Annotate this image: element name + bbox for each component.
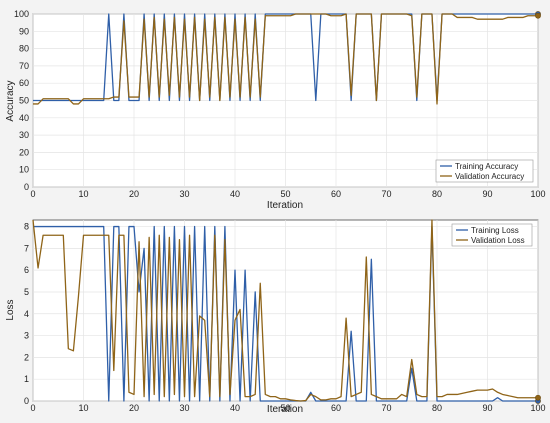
accuracy-y-tick-label: 90: [19, 26, 29, 36]
accuracy-chart: 0 10 20 30 40 50 60 70 80 90 100 0 10 20 30 40 50 60 70 80 9…: [5, 9, 546, 211]
accuracy-x-axis-label: Iteration: [267, 200, 303, 211]
loss-chart-panel: 0 10 20 30 40 50 60 70 80 90 100 0 1 2 3 4 5 6 7 8 Loss Ite…: [0, 212, 550, 423]
accuracy-y-tick-label: 40: [19, 113, 29, 123]
loss-y-tick-label: 7: [24, 243, 29, 253]
loss-x-tick-label: 60: [331, 403, 341, 413]
accuracy-y-tick-label: 70: [19, 61, 29, 71]
loss-x-tick-label: 100: [530, 403, 545, 413]
loss-x-tick-label: 20: [129, 403, 139, 413]
loss-y-tick-label: 5: [24, 287, 29, 297]
accuracy-y-tick-label: 0: [24, 182, 29, 192]
loss-x-axis-label: Iteration: [267, 404, 303, 415]
legend-label-training-accuracy: Training Accuracy: [455, 162, 518, 171]
loss-y-tick-label: 8: [24, 222, 29, 232]
accuracy-x-tick-label: 0: [30, 189, 35, 199]
loss-legend: Training Loss Validation Loss: [451, 223, 533, 247]
loss-lines: [32, 219, 541, 404]
loss-y-tick-label: 1: [24, 374, 29, 384]
accuracy-x-tick-label: 40: [230, 189, 240, 199]
loss-y-tick-label: 4: [24, 309, 29, 319]
loss-series-line-training: [33, 225, 538, 402]
accuracy-legend: Training Accuracy Validation Accuracy: [435, 159, 534, 183]
loss-x-tick-label: 90: [482, 403, 492, 413]
accuracy-x-tick-label: 70: [381, 189, 391, 199]
legend-label-validation-loss: Validation Loss: [471, 236, 525, 245]
loss-y-tick-label: 6: [24, 265, 29, 275]
accuracy-x-tick-label: 90: [482, 189, 492, 199]
accuracy-series-line-training: [33, 13, 538, 102]
accuracy-x-tick-label: 10: [78, 189, 88, 199]
accuracy-ticks: 0 10 20 30 40 50 60 70 80 90 100 0 10 20 30 40 50 60 70 80 9…: [14, 9, 546, 199]
loss-x-tick-label: 30: [179, 403, 189, 413]
loss-y-tick-label: 0: [24, 396, 29, 406]
loss-x-tick-label: 70: [381, 403, 391, 413]
accuracy-lines: [33, 11, 541, 105]
loss-y-tick-label: 3: [24, 331, 29, 341]
accuracy-series-endpoint-marker: [535, 12, 541, 19]
accuracy-y-tick-label: 10: [19, 165, 29, 175]
loss-x-tick-label: 40: [230, 403, 240, 413]
loss-chart: 0 10 20 30 40 50 60 70 80 90 100 0 1 2 3 4 5 6 7 8 Loss Ite…: [5, 219, 546, 415]
legend-label-training-loss: Training Loss: [471, 226, 519, 235]
accuracy-x-tick-label: 50: [280, 189, 290, 199]
loss-x-tick-label: 10: [78, 403, 88, 413]
accuracy-y-tick-label: 60: [19, 78, 29, 88]
loss-y-axis-label: Loss: [5, 299, 16, 320]
accuracy-y-tick-label: 20: [19, 147, 29, 157]
loss-series-endpoint-marker: [535, 394, 541, 401]
accuracy-series-line-validation: [33, 13, 538, 105]
accuracy-x-tick-label: 30: [179, 189, 189, 199]
accuracy-y-tick-label: 50: [19, 96, 29, 106]
loss-series-line-validation: [32, 219, 538, 402]
accuracy-x-tick-label: 20: [129, 189, 139, 199]
accuracy-y-tick-label: 80: [19, 44, 29, 54]
accuracy-y-tick-label: 100: [14, 9, 29, 19]
accuracy-y-axis-label: Accuracy: [5, 80, 16, 121]
legend-label-validation-accuracy: Validation Accuracy: [455, 172, 524, 181]
accuracy-x-tick-label: 80: [432, 189, 442, 199]
loss-ticks: 0 10 20 30 40 50 60 70 80 90 100 0 1 2 3 4 5 6 7 8: [24, 222, 546, 413]
loss-x-tick-label: 50: [280, 403, 290, 413]
loss-x-tick-label: 0: [30, 403, 35, 413]
loss-x-tick-label: 80: [432, 403, 442, 413]
accuracy-x-tick-label: 60: [331, 189, 341, 199]
accuracy-chart-panel: 0 10 20 30 40 50 60 70 80 90 100 0 10 20 30 40 50 60 70 80 9…: [0, 0, 550, 212]
accuracy-x-tick-label: 100: [530, 189, 545, 199]
loss-y-tick-label: 2: [24, 352, 29, 362]
accuracy-y-tick-label: 30: [19, 130, 29, 140]
